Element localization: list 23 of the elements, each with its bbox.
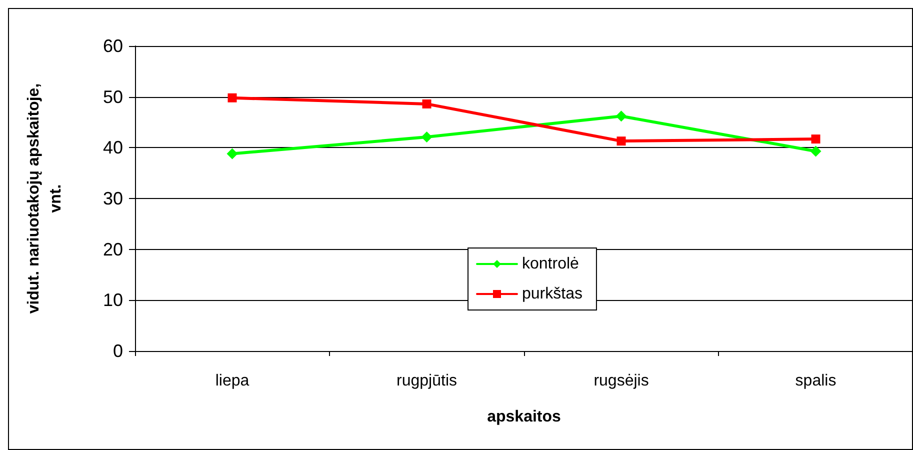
point xyxy=(616,136,626,146)
point xyxy=(228,93,237,102)
y-tick-label: 10 xyxy=(102,290,123,310)
y-tick-label: 20 xyxy=(102,239,123,260)
legend-label: kontrolė xyxy=(522,256,580,272)
point xyxy=(226,148,238,160)
point xyxy=(810,146,822,157)
y-tick-label: 40 xyxy=(102,138,123,158)
point xyxy=(422,99,432,108)
x-tick-label: liepa xyxy=(215,372,250,390)
point xyxy=(616,110,627,122)
y-tick-label: 50 xyxy=(102,86,123,107)
y-axis-title: vidut. nariuotakojų apskaitoje, vnt. xyxy=(26,83,64,314)
x-tick-label: rugsėjis xyxy=(594,372,649,390)
y-tick-label: 0 xyxy=(112,341,123,361)
x-tick-label: spalis xyxy=(795,372,836,390)
point xyxy=(421,131,432,142)
y-tick-label: 30 xyxy=(102,188,123,208)
x-axis-title: apskaitos xyxy=(487,408,562,426)
x-tick-label: rugpjūtis xyxy=(396,372,457,390)
legend-label: purkštas xyxy=(522,286,582,302)
point xyxy=(811,134,820,144)
y-tick-label: 60 xyxy=(102,36,123,56)
